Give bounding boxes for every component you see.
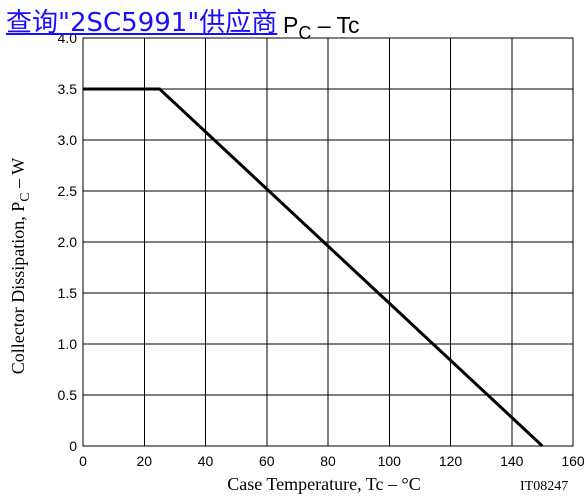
x-tick-label: 60 xyxy=(259,453,275,469)
y-axis-label: Collector Dissipation, PC – W xyxy=(8,158,33,375)
x-axis-label: Case Temperature, Tc – °C xyxy=(227,474,420,494)
y-tick-label: 3.5 xyxy=(58,81,78,97)
y-tick-label: 0 xyxy=(69,438,77,454)
y-tick-label: 1.0 xyxy=(58,336,78,352)
x-tick-label: 140 xyxy=(500,453,524,469)
x-tick-label: 160 xyxy=(561,453,585,469)
x-tick-label: 0 xyxy=(79,453,87,469)
y-axis-ticks: 0 0.5 1.0 1.5 2.0 2.5 3.0 3.5 4.0 xyxy=(58,30,78,454)
x-tick-label: 40 xyxy=(198,453,214,469)
y-tick-label: 2.5 xyxy=(58,183,78,199)
derating-curve xyxy=(83,87,544,448)
y-tick-label: 1.5 xyxy=(58,285,78,301)
chart-title: PC – Tc xyxy=(283,12,360,43)
y-tick-label: 3.0 xyxy=(58,132,78,148)
x-tick-label: 20 xyxy=(136,453,152,469)
y-tick-label: 4.0 xyxy=(58,30,78,46)
y-tick-label: 2.0 xyxy=(58,234,78,250)
y-tick-label: 0.5 xyxy=(58,387,78,403)
x-tick-label: 80 xyxy=(320,453,336,469)
supplier-query-link[interactable]: 查询"2SC5991"供应商 xyxy=(6,8,278,38)
x-axis-ticks: 0 20 40 60 80 100 120 140 160 xyxy=(79,453,585,469)
plot-frame xyxy=(82,37,574,447)
chart-grid xyxy=(83,38,573,446)
x-tick-label: 120 xyxy=(439,453,463,469)
x-tick-label: 100 xyxy=(378,453,402,469)
figure-code: IT08247 xyxy=(520,479,568,494)
